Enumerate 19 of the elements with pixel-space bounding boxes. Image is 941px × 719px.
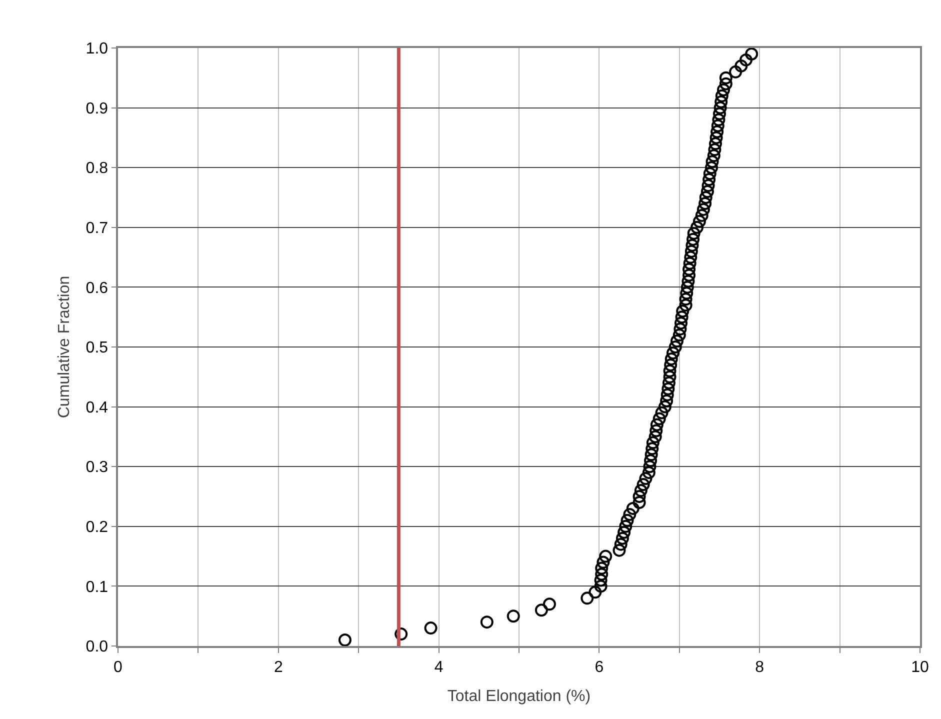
y-tick-label: 0.2 [86, 519, 108, 536]
x-tick-label: 2 [274, 658, 283, 676]
x-tick-label: 6 [594, 658, 604, 676]
y-tick-label: 0.1 [86, 578, 108, 596]
y-tick-label: 0.8 [86, 160, 108, 178]
y-tick-label: 0.3 [86, 459, 108, 476]
y-tick-label: 0.9 [86, 100, 108, 118]
y-tick-label: 1.0 [86, 40, 108, 58]
x-tick-label: 4 [434, 658, 444, 676]
x-tick-label: 8 [755, 658, 764, 676]
y-tick-label: 0.6 [86, 280, 108, 297]
x-tick-label: 0 [114, 658, 123, 676]
x-tick-label: 10 [911, 658, 929, 676]
y-axis-title: Cumulative Fraction [56, 276, 74, 418]
y-tick-label: 0.0 [86, 638, 108, 656]
y-tick-label: 0.7 [86, 220, 108, 237]
y-tick-label: 0.5 [86, 340, 108, 357]
y-tick-label: 0.4 [86, 399, 108, 416]
x-axis-title: Total Elongation (%) [447, 688, 591, 706]
